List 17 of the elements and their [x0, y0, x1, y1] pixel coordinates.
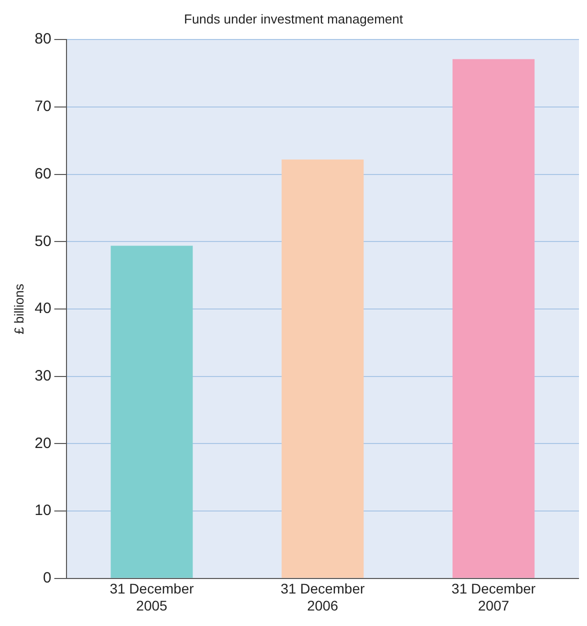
- bar: [282, 159, 364, 578]
- y-axis-title: £ billions: [11, 283, 26, 334]
- y-tick-label: 0: [42, 570, 52, 587]
- y-tick-label: 70: [34, 98, 52, 116]
- chart-title: Funds under investment management: [184, 11, 404, 26]
- bar: [452, 59, 535, 578]
- y-tick-label: 50: [34, 232, 52, 250]
- y-tick-label: 10: [34, 502, 52, 520]
- bar: [110, 246, 193, 578]
- y-tick-label: 40: [34, 300, 52, 318]
- x-tick-label: 31 December 2005: [110, 580, 194, 614]
- x-tick-label: 31 December 2007: [452, 580, 536, 614]
- y-tick-label: 80: [34, 30, 52, 48]
- y-tick-label: 30: [34, 367, 52, 384]
- y-tick-label: 20: [34, 434, 52, 452]
- y-tick-label: 60: [34, 165, 52, 182]
- x-tick-label: 31 December 2006: [280, 580, 365, 614]
